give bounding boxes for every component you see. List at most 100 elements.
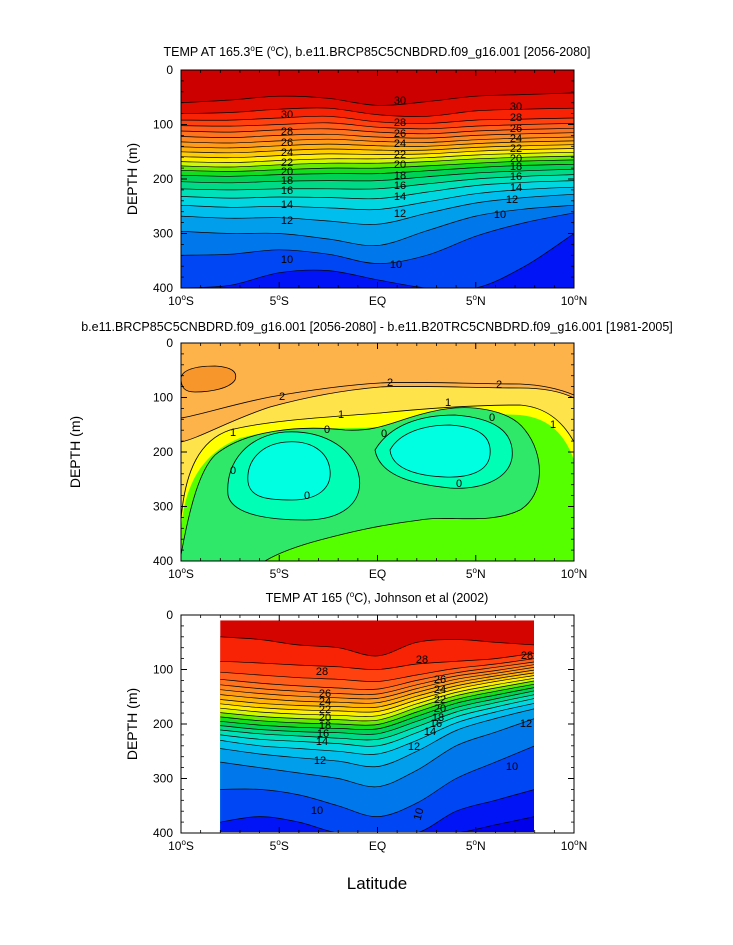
x-tick-label: 10oS xyxy=(168,566,194,581)
contour-line xyxy=(461,816,534,832)
contour-label: 12 xyxy=(520,718,532,730)
y-tick-label: 400 xyxy=(153,554,173,568)
contour-line xyxy=(220,664,534,695)
panel-3-fill xyxy=(220,620,534,832)
contour-label: 30 xyxy=(510,101,522,113)
contour-line xyxy=(181,92,574,106)
panel-3-title: TEMP AT 165 (oC), Johnson et al (2002) xyxy=(266,590,489,605)
panel-2-fill xyxy=(181,343,574,561)
contour-label: 24 xyxy=(281,147,293,159)
contour-label: 16 xyxy=(510,171,522,183)
contour-label: 0 xyxy=(304,490,310,502)
contour-line xyxy=(220,694,534,741)
y-tick-label: 400 xyxy=(153,281,173,295)
contour-label: 1 xyxy=(445,397,451,409)
contour-label: 20 xyxy=(394,159,406,171)
contour-label: 28 xyxy=(281,126,293,138)
contour-label: 18 xyxy=(394,170,406,182)
contour-label: 16 xyxy=(394,180,406,192)
panel-1-axes: 10oS 5oS EQ 5oN 10oN 0 100 200 300 400 xyxy=(153,63,587,308)
x-tick-label: 5oN xyxy=(466,293,486,308)
contour-label: 0 xyxy=(230,465,236,477)
contour-label: 30 xyxy=(281,109,293,121)
contour-label: 28 xyxy=(416,654,428,666)
x-tick-label: 5oN xyxy=(466,566,486,581)
contour-line xyxy=(220,690,534,735)
contour-line xyxy=(181,212,574,264)
contour-line xyxy=(181,365,237,393)
contour-label: 0 xyxy=(324,424,330,436)
contour-label: 18 xyxy=(319,720,331,732)
y-tick-label: 0 xyxy=(166,63,173,77)
contour-line xyxy=(181,115,574,124)
field-band xyxy=(181,212,574,288)
x-tick-label: 5oS xyxy=(270,838,289,853)
contour-line xyxy=(181,407,540,561)
contour-line xyxy=(181,144,574,154)
y-tick-label: 0 xyxy=(166,336,173,350)
contour-line xyxy=(181,127,574,135)
contour-label: 10 xyxy=(281,254,293,266)
contour-line xyxy=(220,658,534,682)
contour-label: 28 xyxy=(510,112,522,124)
y-tick-label: 200 xyxy=(153,717,173,731)
panel-1-ylabel: DEPTH (m) xyxy=(124,143,140,215)
contour-label: 18 xyxy=(510,161,522,173)
x-tick-label: 10oN xyxy=(561,293,587,308)
y-tick-label: 200 xyxy=(153,445,173,459)
contour-line xyxy=(181,204,574,247)
y-tick-label: 300 xyxy=(153,772,173,786)
contour-label: 24 xyxy=(434,684,446,696)
contour-line xyxy=(220,683,534,726)
contour-label: 24 xyxy=(510,133,522,145)
contour-label: 26 xyxy=(434,674,446,686)
panel-3-ylabel: DEPTH (m) xyxy=(124,688,140,760)
panel-1-contour-labels: 30 30 30 28 28 28 26 26 26 24 24 24 22 2… xyxy=(281,95,522,271)
contour-line xyxy=(220,789,534,832)
contour-line xyxy=(247,441,331,501)
contour-label: 30 xyxy=(394,95,406,107)
contour-label: 2 xyxy=(279,391,285,403)
contour-label: 28 xyxy=(316,666,328,678)
y-tick-label: 400 xyxy=(153,826,173,840)
field-band xyxy=(181,366,236,392)
contour-label: 1 xyxy=(230,427,236,439)
contour-label: 16 xyxy=(430,718,442,730)
contour-label: 26 xyxy=(510,123,522,135)
x-axis-label: Latitude xyxy=(347,874,408,893)
contour-label: 20 xyxy=(510,153,522,165)
y-tick-label: 100 xyxy=(153,663,173,677)
contour-label: 14 xyxy=(394,191,406,203)
contour-line xyxy=(389,424,491,478)
y-tick-label: 100 xyxy=(153,118,173,132)
contour-label: 2 xyxy=(387,377,393,389)
contour-label: 12 xyxy=(408,741,420,753)
contour-label: 1 xyxy=(550,419,556,431)
contour-label: 12 xyxy=(281,215,293,227)
x-tick-label: 10oN xyxy=(561,838,587,853)
panel-3-contours xyxy=(220,636,534,832)
contour-line xyxy=(181,132,574,139)
contour-line xyxy=(220,687,534,731)
contour-label: 22 xyxy=(434,694,446,706)
contour-line xyxy=(181,186,574,211)
contour-line xyxy=(181,159,574,172)
y-tick-label: 100 xyxy=(153,391,173,405)
contour-line xyxy=(181,174,574,191)
contour-line xyxy=(181,404,574,521)
contour-line xyxy=(181,148,574,159)
contour-line xyxy=(181,140,574,149)
y-tick-label: 200 xyxy=(153,172,173,186)
contour-label: 22 xyxy=(281,157,293,169)
contour-line xyxy=(220,636,534,657)
contour-line xyxy=(181,381,574,419)
contour-line xyxy=(220,703,534,755)
panel-1: TEMP AT 165.3oE (oC), b.e11.BRCP85C5CNBD… xyxy=(124,44,590,308)
contour-label: 10 xyxy=(506,761,518,773)
contour-label: 12 xyxy=(314,755,326,767)
contour-label: 10 xyxy=(390,259,402,271)
contour-label: 24 xyxy=(394,138,406,150)
contour-label: 16 xyxy=(281,185,293,197)
panel-1-contours xyxy=(181,92,574,288)
